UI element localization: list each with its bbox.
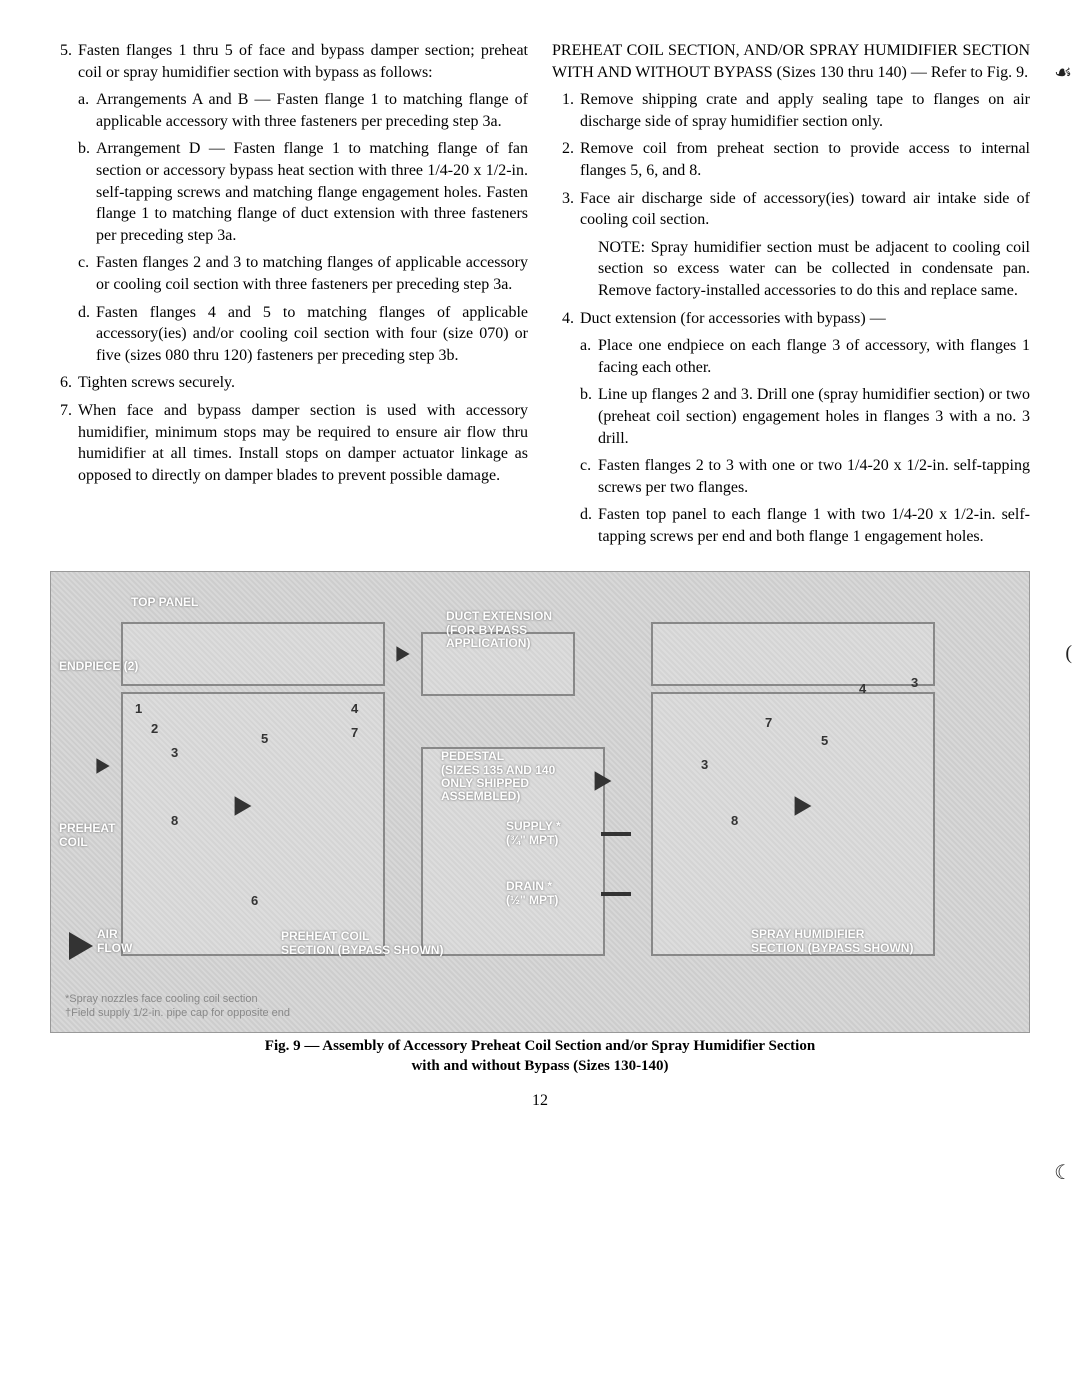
flange-4: 4 [351, 700, 358, 718]
step-number: 1. [552, 89, 580, 132]
label-supply: SUPPLY * (¾" MPT) [506, 820, 561, 846]
supply-pipe-icon [601, 832, 631, 836]
step-number: 2. [552, 138, 580, 181]
flange-8: 8 [171, 812, 178, 830]
drain-pipe-icon [601, 892, 631, 896]
label-spray-section: SPRAY HUMIDIFIER SECTION (BYPASS SHOWN) [751, 928, 913, 954]
label-drain: DRAIN * (½" MPT) [506, 880, 558, 906]
section-heading: PREHEAT COIL SECTION, AND/OR SPRAY HUMID… [552, 40, 1030, 83]
sub-letter: d. [580, 504, 598, 547]
flange-7r: 7 [765, 714, 772, 732]
label-endpiece: ENDPIECE (2) [59, 658, 138, 674]
step-number: 5. [50, 40, 78, 83]
label-preheat-coil: PREHEAT COIL [59, 822, 115, 848]
step-4b: b. Line up flanges 2 and 3. Drill one (s… [580, 384, 1030, 449]
flow-arrow-icon [795, 797, 812, 817]
margin-mark-icon: ☾ [1054, 1160, 1072, 1187]
label-top-panel: TOP PANEL [131, 594, 198, 610]
step-5d: d. Fasten flanges 4 and 5 to matching fl… [78, 302, 528, 367]
flange-6: 6 [251, 892, 258, 910]
flange-5: 5 [261, 730, 268, 748]
top-panel-left-icon [121, 622, 385, 686]
flange-8r: 8 [731, 812, 738, 830]
sub-letter: b. [580, 384, 598, 449]
sub-text: Fasten flanges 2 and 3 to matching flang… [96, 252, 528, 295]
label-preheat-section: PREHEAT COIL SECTION (BYPASS SHOWN) [281, 930, 443, 956]
sub-letter: a. [78, 89, 96, 132]
flow-arrow-icon [396, 647, 409, 662]
figure-9: TOP PANEL ENDPIECE (2) DUCT EXTENSION (F… [50, 571, 1030, 1076]
flow-arrow-icon [235, 797, 252, 817]
flange-5r: 5 [821, 732, 828, 750]
sub-letter: b. [78, 138, 96, 246]
sub-letter: d. [78, 302, 96, 367]
flange-4r: 4 [859, 680, 866, 698]
step-3: 3. Face air discharge side of accessory(… [552, 188, 1030, 231]
step-text: Remove shipping crate and apply sealing … [580, 89, 1030, 132]
step-number: 3. [552, 188, 580, 231]
sub-text: Fasten top panel to each flange 1 with t… [598, 504, 1030, 547]
step-5: 5. Fasten flanges 1 thru 5 of face and b… [50, 40, 528, 83]
step-text: Face air discharge side of accessory(ies… [580, 188, 1030, 231]
flange-3r2: 3 [701, 756, 708, 774]
step-text: Duct extension (for accessories with byp… [580, 308, 1030, 330]
step-5c: c. Fasten flanges 2 and 3 to matching fl… [78, 252, 528, 295]
sub-text: Line up flanges 2 and 3. Drill one (spra… [598, 384, 1030, 449]
margin-mark-icon: ( [1065, 640, 1072, 667]
sub-text: Fasten flanges 2 to 3 with one or two 1/… [598, 455, 1030, 498]
step-7: 7. When face and bypass damper section i… [50, 400, 528, 486]
step-text: When face and bypass damper section is u… [78, 400, 528, 486]
page-number: 12 [50, 1090, 1030, 1112]
sub-letter: c. [580, 455, 598, 498]
step-text: Fasten flanges 1 thru 5 of face and bypa… [78, 40, 528, 83]
step-4a: a. Place one endpiece on each flange 3 o… [580, 335, 1030, 378]
sub-text: Place one endpiece on each flange 3 of a… [598, 335, 1030, 378]
top-panel-right-icon [651, 622, 935, 686]
label-pedestal: PEDESTAL (SIZES 135 AND 140 ONLY SHIPPED… [441, 750, 555, 803]
step-4: 4. Duct extension (for accessories with … [552, 308, 1030, 330]
sub-text: Arrangement D — Fasten flange 1 to match… [96, 138, 528, 246]
air-flow-arrow-icon [69, 932, 93, 960]
preheat-unit-icon [121, 692, 385, 956]
step-1: 1. Remove shipping crate and apply seali… [552, 89, 1030, 132]
sub-letter: a. [580, 335, 598, 378]
flange-7: 7 [351, 724, 358, 742]
label-air-flow: AIR FLOW [97, 928, 132, 954]
step-5a: a. Arrangements A and B — Fasten flange … [78, 89, 528, 132]
step-4d: d. Fasten top panel to each flange 1 wit… [580, 504, 1030, 547]
sub-letter: c. [78, 252, 96, 295]
step-2: 2. Remove coil from preheat section to p… [552, 138, 1030, 181]
flange-1: 1 [135, 700, 142, 718]
sub-text: Arrangements A and B — Fasten flange 1 t… [96, 89, 528, 132]
step-6: 6. Tighten screws securely. [50, 372, 528, 394]
step-4c: c. Fasten flanges 2 to 3 with one or two… [580, 455, 1030, 498]
step-number: 7. [50, 400, 78, 486]
left-column: 5. Fasten flanges 1 thru 5 of face and b… [50, 40, 528, 553]
right-column: PREHEAT COIL SECTION, AND/OR SPRAY HUMID… [552, 40, 1030, 553]
flow-arrow-icon [96, 759, 109, 774]
two-column-text: 5. Fasten flanges 1 thru 5 of face and b… [50, 40, 1030, 553]
figure-footnote: *Spray nozzles face cooling coil section… [65, 992, 290, 1021]
caption-line-2: with and without Bypass (Sizes 130-140) [411, 1058, 668, 1074]
flange-3: 3 [171, 744, 178, 762]
spray-unit-icon [651, 692, 935, 956]
margin-mark-icon: ☙ [1054, 60, 1072, 87]
label-duct-ext: DUCT EXTENSION (FOR BYPASS APPLICATION) [446, 610, 552, 650]
figure-diagram: TOP PANEL ENDPIECE (2) DUCT EXTENSION (F… [50, 571, 1030, 1033]
flange-3r: 3 [911, 674, 918, 692]
step-5b: b. Arrangement D — Fasten flange 1 to ma… [78, 138, 528, 246]
step-number: 4. [552, 308, 580, 330]
caption-line-1: Fig. 9 — Assembly of Accessory Preheat C… [265, 1038, 815, 1054]
step-text: Tighten screws securely. [78, 372, 528, 394]
flange-2: 2 [151, 720, 158, 738]
figure-caption: Fig. 9 — Assembly of Accessory Preheat C… [50, 1037, 1030, 1076]
sub-text: Fasten flanges 4 and 5 to matching flang… [96, 302, 528, 367]
step-text: Remove coil from preheat section to prov… [580, 138, 1030, 181]
flow-arrow-icon [595, 772, 612, 792]
step-number: 6. [50, 372, 78, 394]
note-block: NOTE: Spray humidifier section must be a… [598, 237, 1030, 302]
